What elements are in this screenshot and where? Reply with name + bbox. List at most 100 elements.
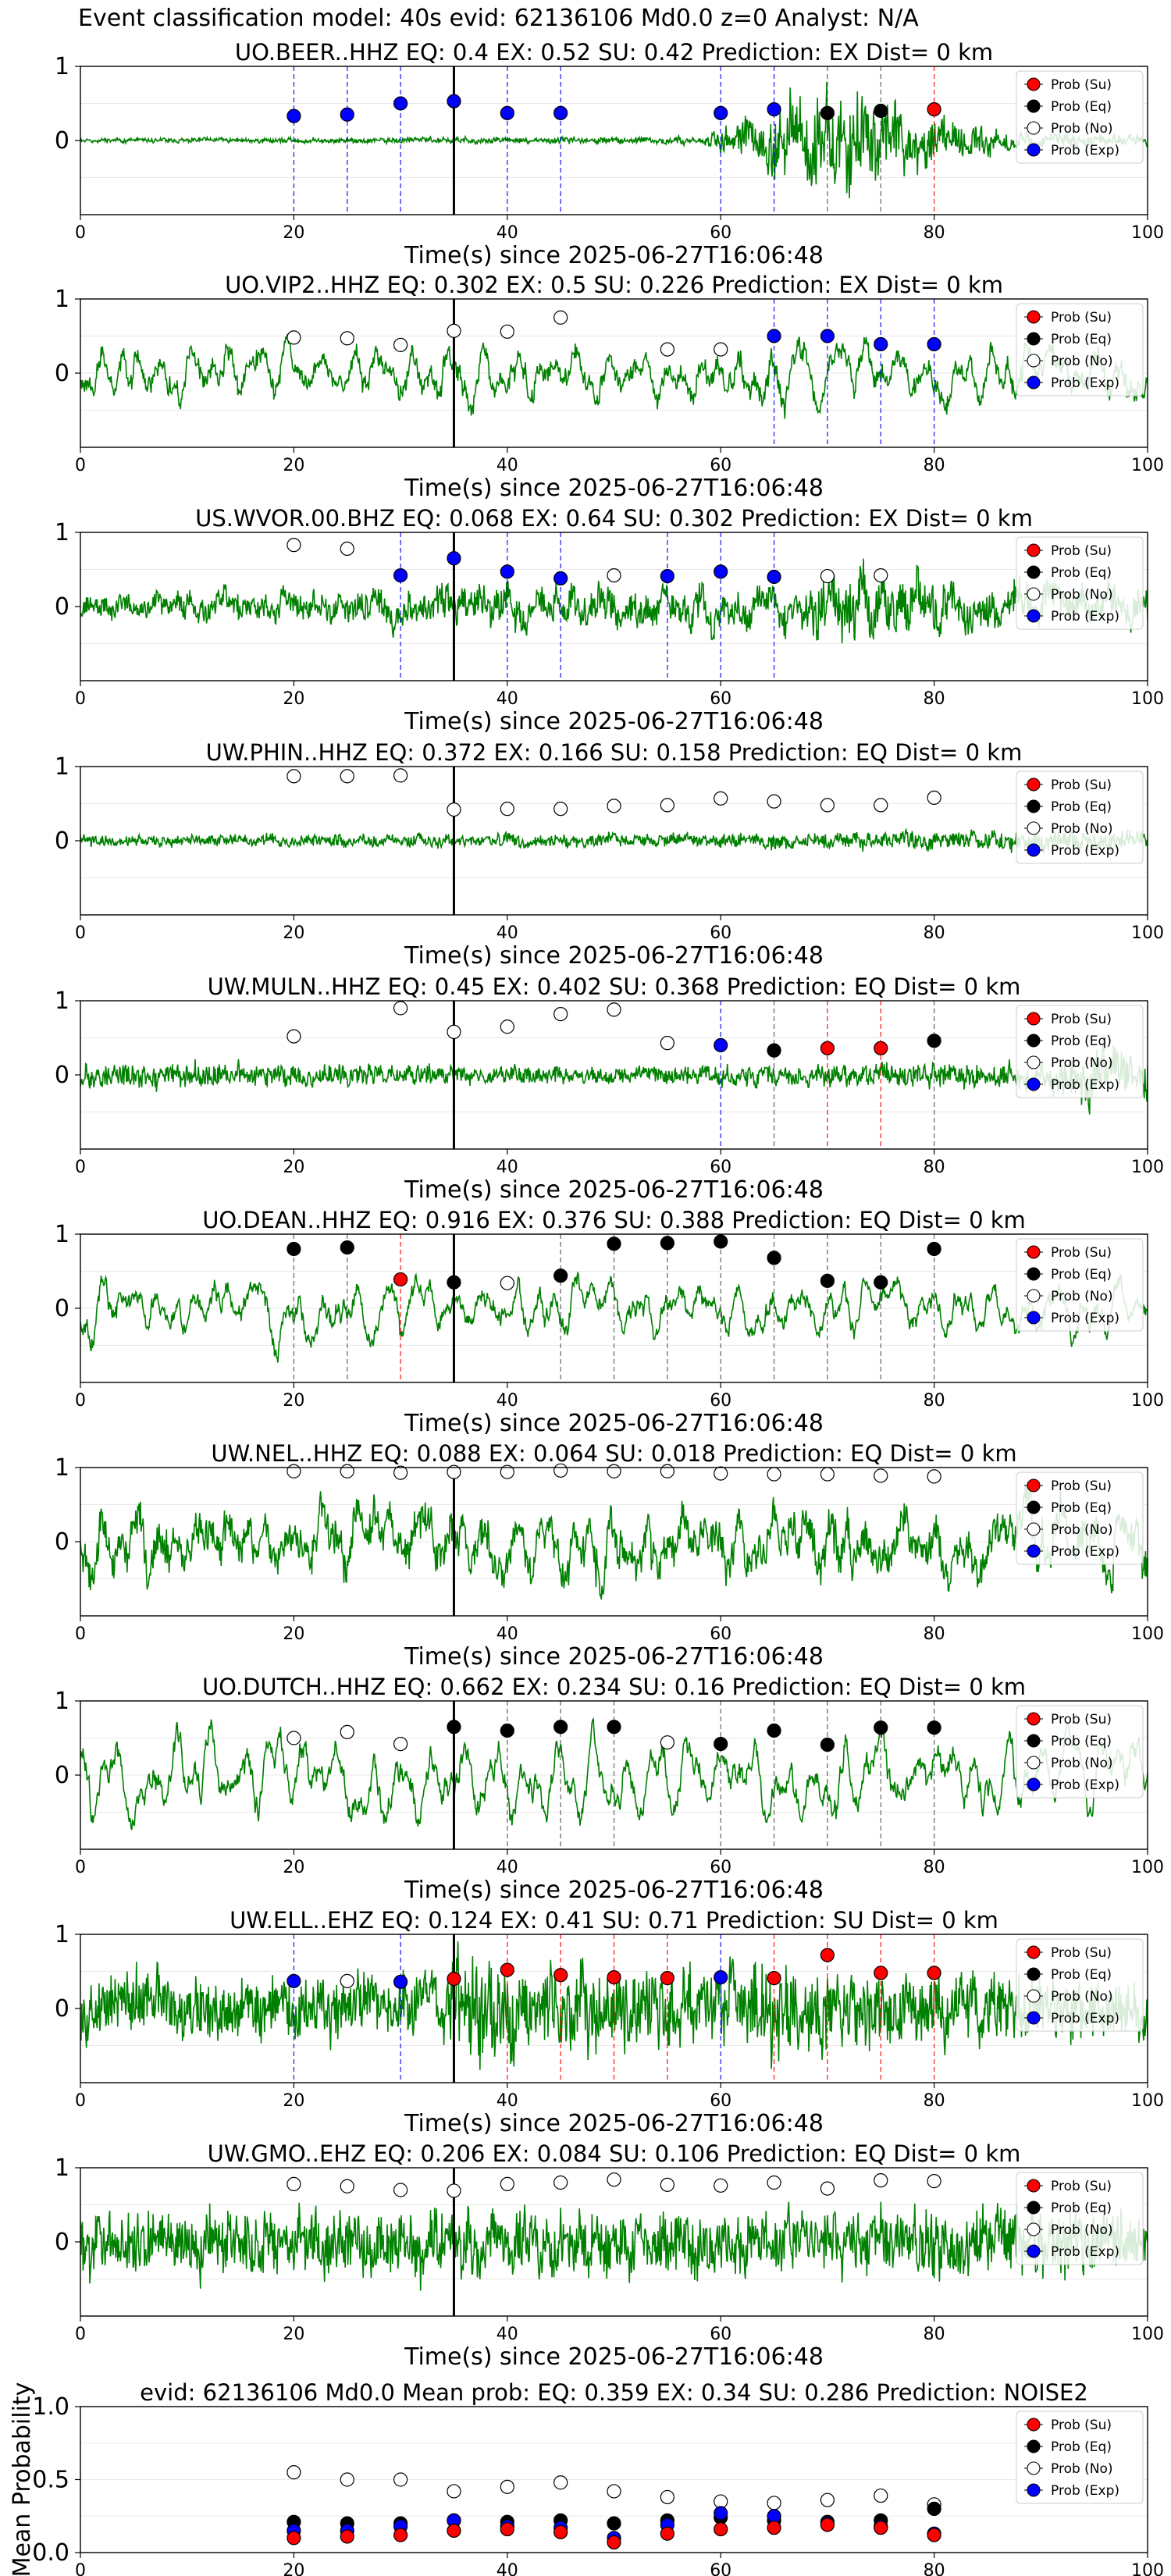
legend-label: Prob (Exp) [1051,2011,1119,2026]
prob-point-no [607,1464,621,1478]
prob-point-no [287,2465,301,2480]
legend-marker-su [1027,1012,1041,1026]
waveform-trace [80,1484,1148,1600]
prob-point-eq [820,105,835,120]
prob-point-no [393,1001,408,1016]
legend-marker-su [1027,1478,1041,1493]
legend-label: Prob (Su) [1051,777,1112,793]
x-tick-label: 60 [710,923,731,943]
prob-point-exp [714,1970,728,1985]
legend-label: Prob (Eq) [1051,2201,1112,2216]
prob-point-no [500,1019,514,1034]
prob-point-no [500,2479,514,2494]
x-tick-label: 40 [497,2561,518,2576]
legend-marker-exp [1027,2483,1041,2497]
y-tick-label: 0 [55,1762,69,1789]
y-tick-label: 1 [55,1688,69,1715]
legend-marker-exp [1027,1077,1041,1091]
legend-label: Prob (Eq) [1051,2439,1112,2455]
subplot-title: UO.BEER..HHZ EQ: 0.4 EX: 0.52 SU: 0.42 P… [235,39,993,66]
prob-point-no [820,798,835,813]
legend-marker-exp [1027,2244,1041,2258]
x-tick-label: 80 [924,923,945,943]
prob-point-exp [714,105,728,120]
y-tick-label: 0.5 [32,2467,69,2494]
prob-point-no [660,1735,674,1750]
prob-point-su [820,2517,835,2532]
legend-marker-exp [1027,609,1041,623]
prob-point-no [607,2172,621,2187]
x-tick-label: 60 [710,2091,731,2111]
y-tick-label: 1 [55,53,69,80]
prob-point-su [767,2521,781,2535]
x-tick-label: 40 [497,2325,518,2344]
subplot-title: evid: 62136106 Md0.0 Mean prob: EQ: 0.35… [140,2379,1088,2406]
x-tick-label: 60 [710,223,731,243]
prob-point-no [660,1464,674,1478]
prob-point-no [607,2484,621,2499]
legend-marker-su [1027,2418,1041,2432]
x-tick-label: 20 [283,689,304,709]
x-axis-label: Time(s) since 2025-06-27T16:06:48 [404,2343,824,2371]
legend-marker-eq [1027,1034,1041,1048]
legend: Prob (Su) Prob (Eq) Prob (No) Prob (Exp) [1016,770,1144,864]
prob-point-eq [447,1275,461,1290]
prob-point-eq [820,1737,835,1752]
y-tick-label: 1.0 [32,2393,69,2421]
legend-label: Prob (No) [1051,1522,1113,1538]
prob-point-no [607,568,621,583]
x-axis-label: Time(s) since 2025-06-27T16:06:48 [404,2110,824,2137]
prob-point-su [927,2528,941,2542]
legend: Prob (Su) Prob (Eq) Prob (No) Prob (Exp) [1016,303,1144,397]
prob-point-no [393,1737,408,1752]
legend: Prob (Su) Prob (Eq) Prob (No) Prob (Exp) [1016,1471,1144,1565]
prob-point-no [660,1036,674,1051]
legend-marker-eq [1027,1500,1041,1514]
prob-point-no [340,2472,354,2487]
subplot-title: UW.MULN..HHZ EQ: 0.45 EX: 0.402 SU: 0.36… [208,973,1021,1000]
waveform-trace [80,827,1148,856]
x-tick-label: 20 [283,2561,304,2576]
legend-marker-no [1027,1055,1041,1069]
x-tick-label: 40 [497,1158,518,1177]
prob-point-exp [393,568,408,583]
subplot-9: UW.ELL..EHZ EQ: 0.124 EX: 0.41 SU: 0.71 … [55,1907,1164,2137]
waveform-trace [80,2200,1148,2291]
x-axis-label: Time(s) since 2025-06-27T16:06:48 [404,1643,824,1670]
legend-label: Prob (No) [1051,587,1113,603]
x-axis-label: Time(s) since 2025-06-27T16:06:48 [404,475,824,502]
y-tick-label: 0 [55,1995,69,2023]
prob-point-eq [927,2501,941,2516]
legend: Prob (Su) Prob (Eq) Prob (No) Prob (Exp) [1016,536,1144,630]
legend-marker-no [1027,2461,1041,2475]
x-tick-label: 60 [710,689,731,709]
legend-label: Prob (Eq) [1051,1267,1112,1283]
prob-point-no [447,2183,461,2198]
waveform-trace [80,558,1148,644]
legend-label: Prob (Su) [1051,1945,1112,1961]
prob-point-no [660,342,674,357]
legend-marker-eq [1027,1734,1041,1748]
subplot-3: US.WVOR.00.BHZ EQ: 0.068 EX: 0.64 SU: 0.… [55,505,1164,735]
subplot-title: US.WVOR.00.BHZ EQ: 0.068 EX: 0.64 SU: 0.… [195,505,1033,532]
x-tick-label: 40 [497,223,518,243]
legend-label: Prob (Exp) [1051,1777,1119,1793]
legend-marker-eq [1027,799,1041,813]
legend-marker-no [1027,821,1041,835]
prob-point-no [340,769,354,784]
y-tick-label: 0.0 [32,2539,69,2567]
legend-marker-eq [1027,2439,1041,2453]
prob-point-su [447,2523,461,2539]
prob-point-no [927,2174,941,2189]
legend-marker-eq [1027,332,1041,346]
x-tick-label: 40 [497,456,518,475]
legend-marker-su [1027,543,1041,557]
x-tick-label: 80 [924,456,945,475]
x-axis-label: Time(s) since 2025-06-27T16:06:48 [404,708,824,735]
prob-point-su [607,2535,621,2550]
prob-point-su [500,1962,514,1977]
x-tick-label: 0 [75,1391,86,1411]
y-tick-label: 1 [55,2154,69,2182]
prob-point-su [927,1966,941,1980]
y-tick-label: 1 [55,1221,69,1248]
